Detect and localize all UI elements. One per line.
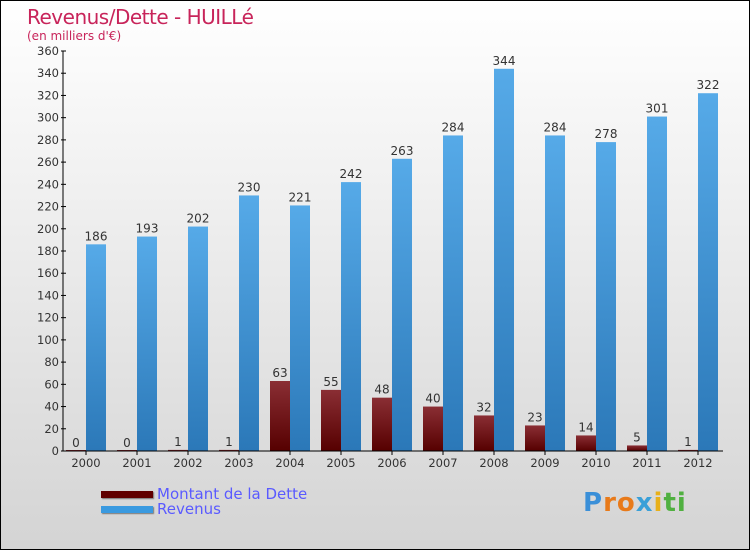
y-tick-label: 180 bbox=[37, 244, 59, 258]
debt-bar bbox=[423, 406, 443, 451]
debt-bar bbox=[525, 425, 545, 451]
revenue-bar bbox=[341, 182, 361, 451]
x-tick-label: 2008 bbox=[479, 456, 508, 470]
debt-value-label: 14 bbox=[578, 420, 593, 434]
debt-bar bbox=[627, 445, 647, 451]
debt-bar bbox=[576, 435, 596, 451]
revenue-bar bbox=[290, 205, 310, 451]
y-tick-label: 160 bbox=[37, 266, 59, 280]
x-tick-label: 2012 bbox=[683, 456, 712, 470]
debt-value-label: 1 bbox=[684, 435, 692, 449]
revenue-bar bbox=[188, 226, 208, 451]
revenue-bar bbox=[545, 135, 565, 451]
revenue-bar bbox=[239, 195, 259, 451]
revenue-bar bbox=[86, 244, 106, 451]
debt-value-label: 40 bbox=[425, 392, 440, 406]
legend-swatch-debt bbox=[101, 491, 153, 498]
revenue-value-label: 263 bbox=[391, 144, 414, 158]
debt-bar bbox=[168, 449, 188, 451]
revenue-value-label: 344 bbox=[493, 54, 516, 68]
x-tick-label: 2010 bbox=[581, 456, 610, 470]
legend-label-revenus: Revenus bbox=[157, 500, 221, 518]
chart-subtitle: (en milliers d'€) bbox=[27, 29, 122, 43]
revenue-value-label: 230 bbox=[238, 180, 261, 194]
debt-value-label: 5 bbox=[633, 430, 641, 444]
debt-value-label: 63 bbox=[272, 366, 287, 380]
y-tick-label: 80 bbox=[44, 355, 59, 369]
y-tick-label: 120 bbox=[37, 311, 59, 325]
y-tick-label: 360 bbox=[37, 44, 59, 58]
y-tick-label: 260 bbox=[37, 155, 59, 169]
legend-swatch-revenus bbox=[101, 506, 153, 513]
y-tick-label: 140 bbox=[37, 288, 59, 302]
debt-value-label: 32 bbox=[476, 400, 491, 414]
y-tick-label: 40 bbox=[44, 400, 59, 414]
y-tick-label: 300 bbox=[37, 111, 59, 125]
revenue-bar bbox=[137, 236, 157, 451]
debt-value-label: 0 bbox=[123, 436, 131, 450]
debt-value-label: 55 bbox=[323, 375, 338, 389]
x-tick-label: 2001 bbox=[122, 456, 151, 470]
debt-value-label: 1 bbox=[174, 435, 182, 449]
revenue-bar bbox=[494, 68, 514, 452]
x-tick-label: 2003 bbox=[224, 456, 253, 470]
y-tick-label: 280 bbox=[37, 133, 59, 147]
revenue-value-label: 186 bbox=[85, 229, 108, 243]
y-tick-label: 340 bbox=[37, 66, 59, 80]
revenue-bar bbox=[647, 116, 667, 452]
revenue-bar bbox=[392, 158, 412, 451]
revenue-bar bbox=[443, 135, 463, 451]
debt-bar bbox=[678, 449, 698, 451]
x-tick-label: 2005 bbox=[326, 456, 355, 470]
y-tick-label: 240 bbox=[37, 177, 59, 191]
debt-bar bbox=[372, 397, 392, 451]
chart-title: Revenus/Dette - HUILLé bbox=[27, 5, 254, 29]
y-tick-label: 60 bbox=[44, 377, 59, 391]
y-tick-label: 200 bbox=[37, 222, 59, 236]
y-tick-label: 20 bbox=[44, 422, 59, 436]
revenue-value-label: 322 bbox=[697, 78, 720, 92]
revenue-value-label: 284 bbox=[544, 120, 567, 134]
legend-item-revenus: Revenus bbox=[101, 502, 307, 517]
x-tick-label: 2011 bbox=[632, 456, 661, 470]
x-tick-label: 2009 bbox=[530, 456, 559, 470]
legend-label-debt: Montant de la Dette bbox=[157, 485, 308, 503]
x-tick-label: 2002 bbox=[173, 456, 202, 470]
debt-value-label: 0 bbox=[72, 436, 80, 450]
legend-item-debt: Montant de la Dette bbox=[101, 487, 307, 502]
revenue-bar bbox=[596, 142, 616, 451]
y-tick-label: 220 bbox=[37, 200, 59, 214]
revenue-value-label: 242 bbox=[340, 167, 363, 181]
x-tick-label: 2004 bbox=[275, 456, 304, 470]
revenue-value-label: 221 bbox=[289, 190, 312, 204]
proxiti-logo: Proxiti bbox=[583, 488, 687, 518]
revenue-value-label: 202 bbox=[187, 212, 210, 226]
revenue-bar bbox=[698, 93, 718, 451]
debt-value-label: 23 bbox=[527, 410, 542, 424]
revenue-value-label: 278 bbox=[595, 127, 618, 141]
x-tick-label: 2007 bbox=[428, 456, 457, 470]
revenue-value-label: 193 bbox=[136, 222, 159, 236]
y-tick-label: 320 bbox=[37, 88, 59, 102]
x-tick-label: 2006 bbox=[377, 456, 406, 470]
debt-value-label: 48 bbox=[374, 383, 389, 397]
debt-bar bbox=[219, 449, 239, 451]
y-tick-label: 0 bbox=[52, 444, 59, 458]
legend: Montant de la Dette Revenus bbox=[101, 487, 307, 517]
debt-bar bbox=[474, 415, 494, 451]
debt-bar bbox=[270, 381, 290, 451]
x-tick-label: 2000 bbox=[71, 456, 100, 470]
y-tick-label: 100 bbox=[37, 333, 59, 347]
debt-value-label: 1 bbox=[225, 435, 233, 449]
revenue-value-label: 301 bbox=[646, 102, 669, 116]
revenue-value-label: 284 bbox=[442, 120, 465, 134]
debt-bar bbox=[321, 389, 341, 451]
